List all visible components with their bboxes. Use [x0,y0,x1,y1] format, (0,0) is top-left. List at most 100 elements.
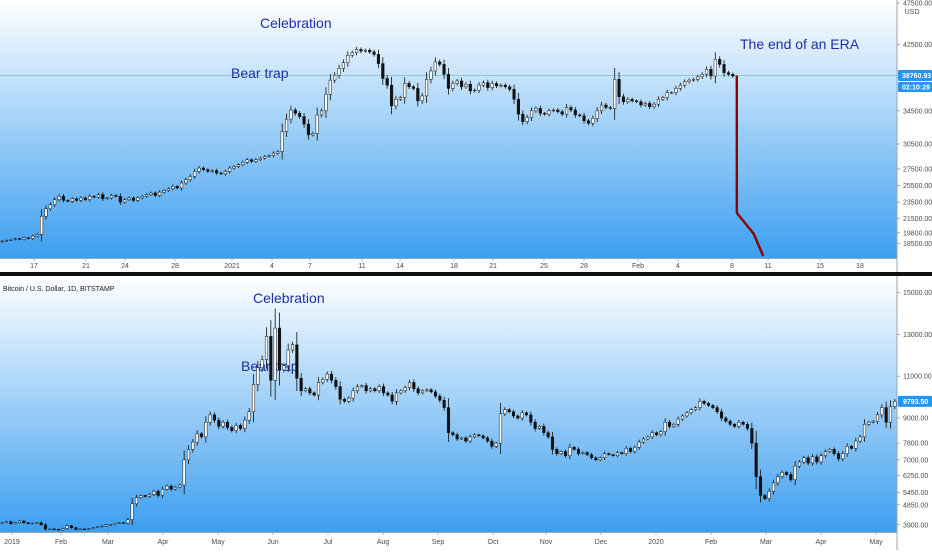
bottom-candle-body [295,344,299,379]
top-candle-body [276,151,280,154]
bottom-candle-body [56,529,61,531]
bottom-candle-body [823,451,828,456]
bottom-candle-body [477,434,481,437]
top-candle-body [215,170,219,174]
top-candle-body [258,157,262,161]
top-candle-body [110,195,114,199]
top-candle-body [381,63,385,79]
bottom-candle-body [503,409,507,415]
bottom-candle-body [243,419,247,429]
top-candle-body [376,54,380,64]
bottom-candle-body [160,488,165,496]
bottom-candle-body [568,447,572,456]
top-price-tick-label: 42500.00 [903,42,932,49]
top-candle-body [271,152,275,156]
bottom-candle-body [416,388,420,394]
top-time-tick-label: 28 [171,263,179,270]
top-candle-body [582,115,586,122]
top-candle-body [398,97,402,100]
bottom-candle-body [732,424,737,427]
bottom-time-tick-label: Feb [55,539,67,546]
top-time-tick-label: Feb [632,263,644,270]
bottom-candle-body [264,336,269,360]
top-candle-body [573,109,577,116]
bottom-candle-body [30,522,35,525]
top-time-tick-label: 4 [270,263,274,270]
top-candle-body [591,118,595,124]
bottom-candle-body [251,384,256,413]
bottom-candle-body [637,441,641,448]
bottom-candle-body [672,424,676,427]
top-candle-body [661,97,665,100]
top-candle-body [83,197,87,200]
drawn-projection-line [735,75,765,257]
top-candle-body [26,237,30,239]
bottom-candle-body [784,472,789,475]
top-candle-body [40,215,44,235]
symbol-title: Bitcoin / U.S. Dollar, 1D, BITSTAMP [3,286,115,293]
bottom-candle-body [342,398,347,402]
bottom-candle-body [650,432,654,438]
top-plot-background [0,0,897,258]
bottom-time-tick-label: Mar [102,539,115,546]
top-last-price-badge [898,69,932,81]
top-candle-body [503,84,507,88]
bottom-candle-body [230,427,234,431]
top-candle-body [455,80,459,84]
top-candle-body [118,196,122,203]
top-candle-body [534,108,538,112]
bottom-candle-body [529,414,533,423]
top-candle-body [700,74,704,78]
bottom-candle-body [810,456,815,464]
bottom-time-tick-label: Apr [816,539,828,546]
bottom-candle-body [516,415,520,419]
bottom-candle-body [455,434,459,440]
bottom-candle-body [633,447,637,452]
bottom-candle-body [429,389,433,393]
top-candle-body [442,64,446,75]
bottom-time-tick-label: Apr [158,539,170,546]
bottom-candle-body [624,448,628,454]
top-candle-body [241,162,245,166]
bottom-candle-body [208,414,212,423]
bottom-candle-body [806,457,810,464]
bottom-candle-body [52,528,56,531]
top-candle-body [363,50,367,52]
top-price-tick-label: 30500.00 [903,142,932,149]
bottom-price-tick-label: 3900.00 [903,522,928,529]
top-candle-body [416,88,420,102]
bottom-candle-body [676,418,680,425]
top-candle-body [538,108,542,114]
top-candle-body [0,240,4,243]
bottom-candle-body [646,436,650,440]
bottom-candle-body [464,437,468,442]
top-candle-body [158,191,162,196]
bottom-candle-body [485,437,490,442]
bottom-candle-body [546,432,550,438]
bottom-candle-body [13,522,17,524]
top-candle-body [219,172,223,175]
bottom-candle-body [797,461,802,467]
bottom-candle-body [238,425,243,429]
top-candle-body [75,198,79,201]
bottom-candle-body [589,454,594,459]
bottom-candle-body [394,392,399,402]
bottom-candle-body [225,421,230,428]
top-candle-body [175,186,179,189]
bottom-candle-body [247,411,251,421]
bottom-candle-body [867,421,871,425]
top-candle-body [350,52,354,56]
bottom-candle-body [325,373,329,380]
pane-separator[interactable] [0,272,932,276]
bottom-candle-body [520,412,524,419]
bottom-candle-body [290,344,295,351]
bottom-candle-body [771,482,776,492]
bottom-candle-body [893,401,897,407]
bottom-candle-body [9,521,13,524]
top-price-tick-label: 47500.00 [903,1,932,8]
bottom-price-tick-label: 5450.00 [903,490,928,497]
bottom-price-tick-label: 7800.00 [903,441,928,448]
bottom-time-tick-label: Feb [705,539,717,546]
top-candle-body [285,118,289,132]
